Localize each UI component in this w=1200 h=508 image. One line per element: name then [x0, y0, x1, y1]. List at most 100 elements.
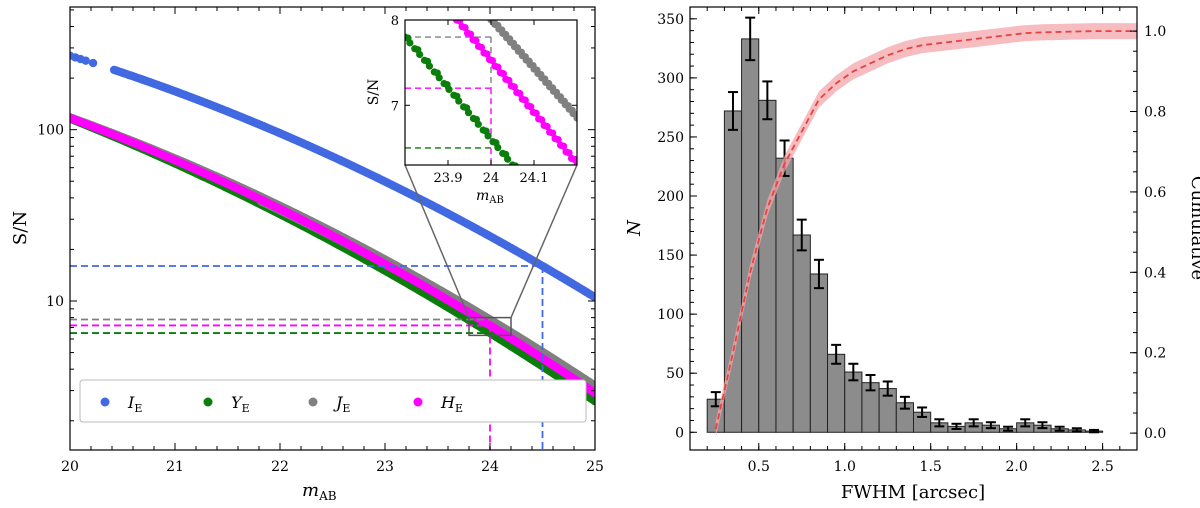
legend-entry-he: HE	[413, 393, 463, 415]
x-tick-label: 2.0	[1006, 459, 1028, 475]
inset-point	[527, 103, 535, 111]
inset-point	[445, 85, 453, 93]
inset-point	[466, 30, 475, 38]
inset-point	[505, 76, 513, 84]
legend-box	[79, 379, 587, 423]
histogram-bar	[741, 38, 760, 433]
right-xlabel: FWHM [arcsec]	[841, 482, 985, 503]
left-axes-frame	[69, 6, 596, 451]
error-bar	[882, 380, 893, 397]
histogram-bar	[792, 234, 811, 433]
histogram-bar	[775, 157, 794, 433]
error-bar	[899, 395, 910, 410]
x-tick-label: 25	[586, 459, 604, 475]
inset-point	[406, 39, 414, 47]
scatter-point	[88, 58, 98, 68]
inset-point	[474, 120, 482, 128]
x-tick-label: 2.5	[1091, 459, 1113, 475]
inset-point	[521, 96, 529, 104]
y-tick-label: 100	[657, 307, 684, 323]
inset-point	[484, 132, 492, 140]
svg-text:JE: JE	[333, 393, 350, 415]
legend-entry-ie: IE	[100, 393, 142, 415]
inset-x-tick-label: 23.9	[434, 171, 463, 186]
error-bar	[985, 421, 996, 430]
error-bar	[934, 418, 945, 428]
y-tick-label: 350	[657, 12, 684, 28]
zoom-box	[468, 316, 512, 337]
svg-text:IE: IE	[127, 393, 142, 415]
y-tick-label: 250	[657, 130, 684, 146]
inset-point	[461, 23, 469, 32]
legend-marker-ie	[100, 397, 110, 407]
inset-point	[570, 155, 577, 164]
inset-point	[477, 43, 486, 51]
inset-point	[464, 109, 473, 117]
series-he	[70, 113, 595, 398]
error-bar	[1054, 425, 1065, 432]
legend-marker-ye	[203, 397, 213, 407]
inset-point	[573, 114, 577, 122]
error-bar	[1020, 418, 1031, 428]
left-ylabel: S/N	[10, 211, 31, 245]
y2-tick-label: 0.6	[1144, 185, 1166, 201]
error-bar	[865, 373, 876, 392]
inset-point	[455, 97, 463, 105]
zoom-inset: 23.9 24 24.1 7 8 mAB S/N	[366, 14, 578, 206]
error-bar	[813, 258, 824, 290]
right-y2label: Cumulative	[1187, 176, 1200, 280]
y-tick-label: 300	[657, 71, 684, 87]
inset-point	[565, 149, 573, 157]
error-bar	[1089, 428, 1100, 434]
histogram-bar	[758, 99, 777, 433]
legend-entry-ye: YE	[203, 393, 250, 415]
inset-point	[573, 161, 577, 165]
x-tick-label: 0.5	[748, 459, 770, 475]
inset-point	[510, 83, 518, 91]
histogram-bar	[809, 273, 829, 433]
inset-point	[499, 70, 507, 78]
inset-series-h	[453, 20, 577, 165]
y-tick-label: 200	[657, 189, 684, 205]
inset-y-tick-label: 8	[391, 14, 399, 29]
error-bar	[968, 418, 979, 428]
inset-point	[554, 136, 562, 144]
inset-point	[425, 62, 434, 70]
inset-y-tick-label: 7	[391, 99, 399, 114]
inset-point	[488, 56, 497, 65]
y-tick-label: 0	[675, 425, 684, 441]
inset-point	[494, 63, 502, 71]
x-tick-label: 21	[166, 459, 184, 475]
zoom-connector	[404, 164, 470, 318]
scatter-point	[590, 293, 595, 302]
scatter-point	[81, 56, 90, 65]
error-bar	[796, 218, 807, 252]
inset-point	[559, 142, 568, 150]
cumulative-line	[714, 30, 1137, 430]
inset-ylabel: S/N	[366, 79, 382, 106]
error-bar	[727, 91, 738, 131]
inset-point	[512, 162, 519, 165]
inset-point	[483, 50, 491, 58]
inset-point	[516, 89, 524, 98]
error-bar	[917, 406, 928, 418]
error-bar	[1071, 427, 1082, 433]
inset-series-y	[405, 33, 519, 165]
inset-point	[435, 74, 443, 82]
svg-text:YE: YE	[231, 393, 250, 415]
fwhm-histogram-chart: 0.5 1.0 1.5 2.0 2.5 0 50 100 150 200 250 300 350 0.0 0…	[624, 6, 1200, 503]
inset-point	[549, 129, 557, 137]
x-tick-label: 1.5	[920, 459, 942, 475]
inset-point	[504, 155, 512, 163]
legend: IE YE JE HE	[79, 379, 587, 423]
y-tick-label: 50	[666, 366, 684, 382]
inset-point	[416, 50, 424, 59]
inset-point	[472, 37, 480, 45]
error-bar	[745, 16, 756, 62]
y-tick-label: 100	[37, 123, 64, 139]
sn-vs-mag-chart: 20 21 22 23 24 25 10 100 mAB S/N IE YE JE HE	[10, 6, 604, 503]
error-bar	[762, 80, 773, 121]
x-tick-label: 24	[481, 459, 499, 475]
x-tick-label: 22	[271, 459, 289, 475]
